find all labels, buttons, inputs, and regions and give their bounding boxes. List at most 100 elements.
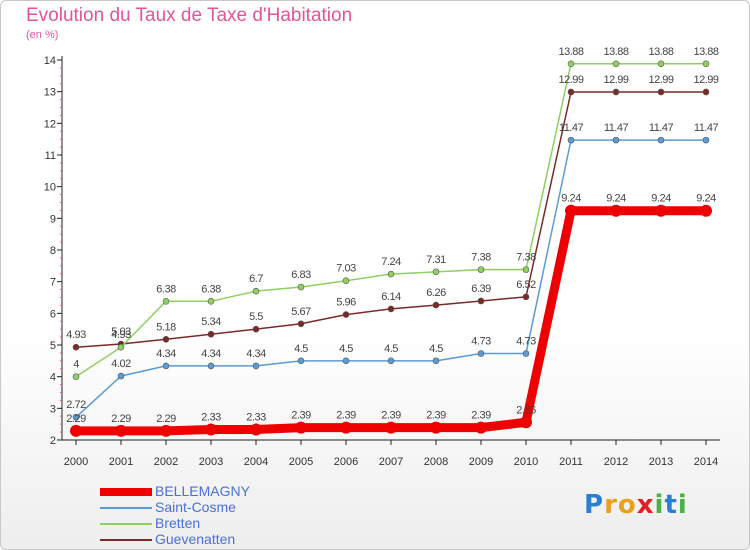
data-label: 4.5 (384, 343, 398, 355)
data-label: 4 (73, 359, 79, 371)
data-label: 6.14 (381, 291, 401, 303)
data-point (522, 350, 530, 357)
data-point (612, 88, 620, 96)
data-label: 6.38 (156, 283, 176, 295)
data-label: 2.72 (66, 399, 86, 411)
data-point (432, 301, 440, 309)
data-label: 4.5 (429, 343, 443, 355)
data-label: 6.83 (291, 269, 311, 281)
y-tick-label: 13 (44, 87, 56, 99)
data-label: 5.34 (201, 316, 221, 328)
y-tick-label: 6 (50, 308, 56, 320)
data-label: 6.38 (201, 283, 221, 295)
data-point (250, 423, 262, 436)
data-label: 13.88 (603, 46, 628, 58)
data-label: 2.39 (336, 410, 356, 422)
data-point (702, 136, 710, 144)
x-tick-label: 2001 (109, 456, 133, 468)
data-point (72, 373, 80, 380)
data-point (342, 277, 350, 285)
y-tick-label: 8 (50, 245, 56, 257)
x-tick-label: 2005 (289, 456, 313, 468)
logo-letter: i (654, 490, 665, 520)
x-tick-label: 2007 (379, 456, 403, 468)
data-label: 4.93 (111, 329, 131, 341)
data-point (432, 268, 440, 276)
data-point (117, 343, 125, 351)
data-label: 6.7 (249, 273, 263, 285)
x-tick-label: 2012 (604, 456, 628, 468)
data-label: 4.34 (156, 348, 176, 360)
data-label: 12.99 (603, 74, 628, 86)
logo-letter: o (617, 490, 637, 520)
data-point (115, 424, 127, 437)
data-point (295, 421, 307, 434)
data-label: 6.52 (516, 279, 536, 291)
data-point (657, 60, 665, 68)
data-label: 2.33 (201, 412, 221, 424)
x-tick-label: 2008 (424, 456, 448, 468)
data-point (162, 362, 170, 370)
data-point (565, 204, 577, 217)
data-point (297, 283, 305, 291)
data-label: 12.99 (558, 74, 583, 86)
data-point (72, 343, 80, 351)
y-tick-label: 3 (50, 403, 56, 415)
data-point (297, 320, 305, 328)
data-point (340, 421, 352, 434)
data-point (162, 297, 170, 305)
data-point (297, 357, 305, 365)
data-label: 4.02 (111, 358, 131, 370)
data-label: 11.47 (649, 122, 674, 134)
data-point (342, 357, 350, 365)
data-label: 4.34 (201, 348, 221, 360)
data-label: 2.39 (381, 410, 401, 422)
data-label: 7.31 (426, 254, 446, 266)
logo-letter: x (636, 490, 655, 520)
data-point (72, 413, 80, 421)
y-tick-label: 9 (50, 213, 56, 225)
data-point (252, 287, 260, 295)
y-tick-label: 12 (44, 118, 56, 130)
data-point (160, 424, 172, 437)
data-label: 2.29 (111, 413, 131, 425)
data-point (117, 372, 125, 380)
data-point (657, 136, 665, 144)
data-point (387, 357, 395, 365)
data-point (205, 423, 217, 436)
data-point (207, 330, 215, 338)
legend-label: Bretten (155, 515, 201, 531)
data-label: 5.18 (156, 321, 176, 333)
data-label: 13.88 (693, 46, 718, 58)
x-tick-label: 2002 (154, 456, 178, 468)
data-label: 4.34 (246, 348, 266, 360)
data-label: 9.24 (606, 193, 626, 205)
data-label: 5.03 (111, 326, 131, 338)
data-label: 9.24 (561, 193, 581, 205)
data-point (610, 204, 622, 217)
chart-subtitle: (en %) (26, 29, 59, 41)
legend-swatch (100, 488, 152, 496)
data-point (385, 421, 397, 434)
data-label: 11.47 (604, 122, 629, 134)
data-point (567, 60, 575, 68)
data-label: 11.47 (694, 122, 719, 134)
logo-letter: i (677, 490, 688, 520)
data-label: 5.5 (249, 311, 263, 323)
legend-label: Saint-Cosme (155, 499, 236, 515)
logo-letter: P (584, 490, 605, 520)
data-label: 9.24 (696, 193, 716, 205)
data-label: 13.88 (558, 46, 583, 58)
x-tick-label: 2004 (244, 456, 268, 468)
y-tick-label: 14 (44, 55, 56, 67)
data-label: 6.26 (426, 287, 446, 299)
data-label: 5.67 (291, 306, 311, 318)
data-point (655, 204, 667, 217)
data-point (432, 357, 440, 365)
data-point (700, 204, 712, 217)
data-point (612, 136, 620, 144)
data-point (252, 325, 260, 333)
x-tick-label: 2013 (649, 456, 673, 468)
data-point (477, 297, 485, 305)
